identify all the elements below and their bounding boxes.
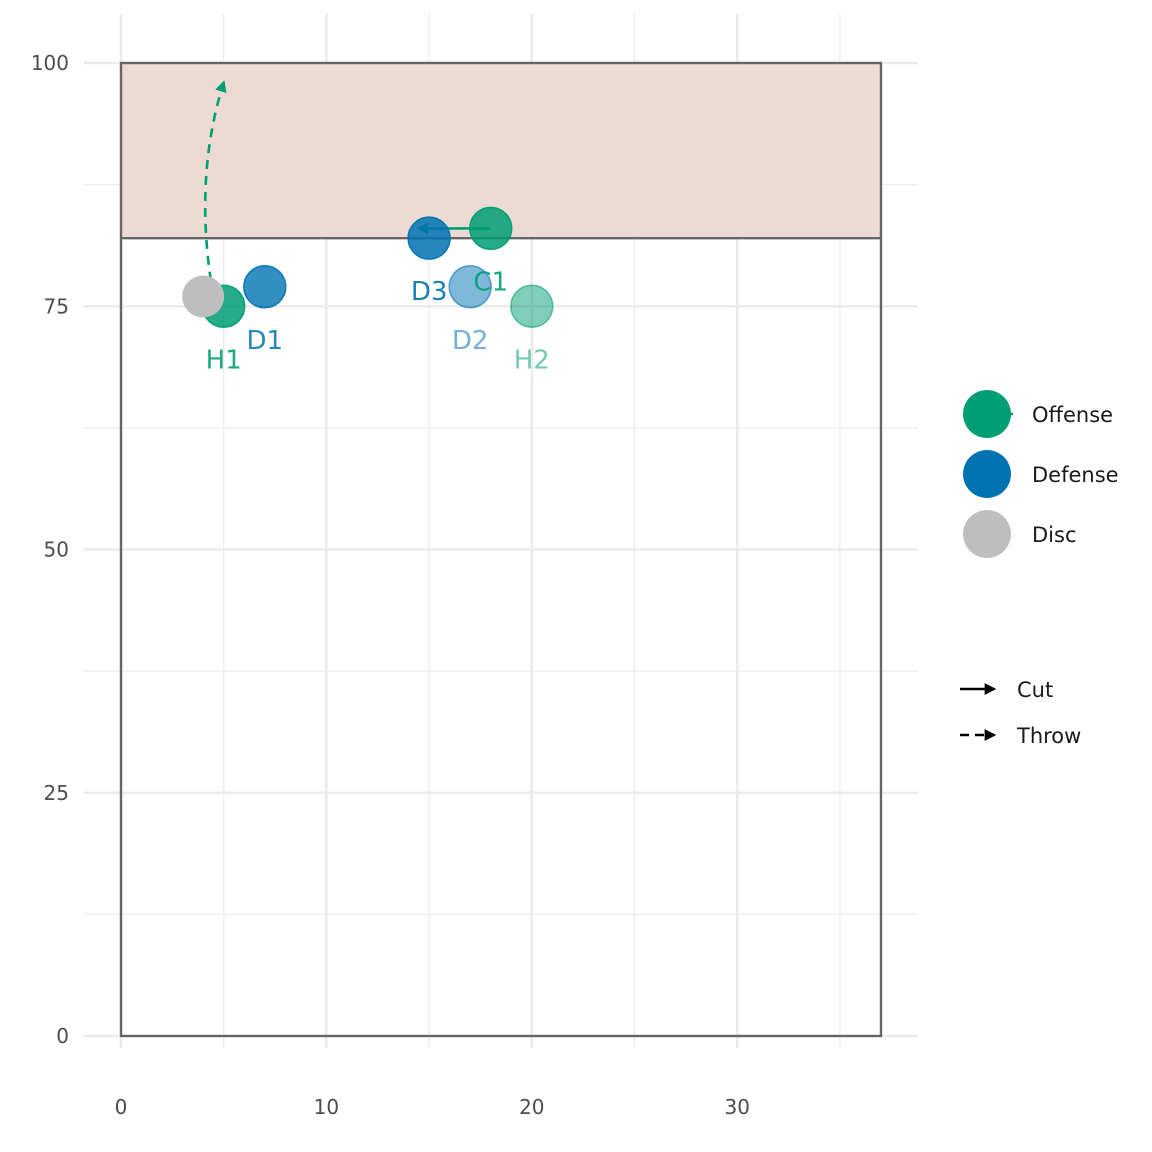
legend-key-defense [963,450,1011,498]
legend-key-disc [963,510,1011,558]
legend-label-offense: Offense [1032,403,1113,427]
y-tick-label: 50 [44,538,69,562]
player-marker-c1 [468,206,513,251]
player-markers [182,206,554,328]
legend-label-defense: Defense [1032,463,1119,487]
endzone [121,63,881,239]
throw-arrow [203,80,227,297]
player-label-h2: H2 [514,345,550,375]
y-tick-label: 25 [44,781,69,805]
x-tick-label: 30 [724,1095,749,1119]
x-tick-label: 0 [115,1095,128,1119]
disc-marker [182,275,225,318]
player-label-d2: D2 [452,326,489,356]
x-tick-label: 20 [519,1095,544,1119]
player-marker-d1 [243,265,287,309]
legend-label-disc: Disc [1032,523,1077,547]
legend-label-cut: Cut [1017,678,1053,702]
player-label-d3: D3 [411,277,448,307]
y-tick-label: 75 [44,294,69,318]
y-tick-label: 0 [56,1024,69,1048]
player-marker-d2 [448,265,492,309]
legend: Offense Defense Disc Cut Throw [960,390,1119,748]
player-marker-h2 [510,284,554,328]
field-boundary [119,61,883,1038]
axes: 0 10 20 30 0 25 50 75 100 [31,51,750,1119]
player-label-d1: D1 [246,326,283,356]
player-label-c1: C1 [473,267,508,297]
legend-label-throw: Throw [1016,724,1081,748]
x-tick-label: 10 [314,1095,339,1119]
player-label-h1: H1 [206,345,242,375]
y-tick-label: 100 [31,51,69,75]
player-marker-d3 [407,216,451,260]
